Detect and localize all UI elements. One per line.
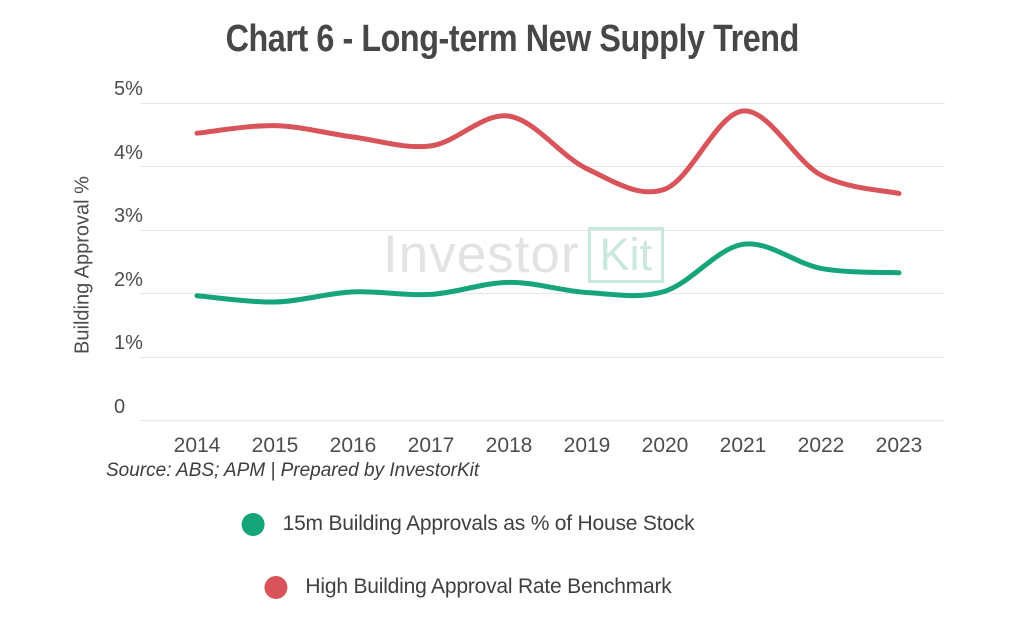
- gridline: [140, 420, 945, 422]
- y-tick-label: 4%: [114, 141, 143, 164]
- chart-title-text: Chart 6 - Long-term New Supply Trend: [225, 18, 799, 60]
- y-axis-title: Building Approval %: [71, 176, 94, 354]
- x-tick-label: 2021: [719, 434, 767, 457]
- investorkit-watermark: Investor Kit: [383, 225, 665, 284]
- gridline: [140, 102, 945, 104]
- y-tick-label: 0: [114, 395, 126, 418]
- legend-marker-green-icon: [241, 512, 265, 536]
- series-line-building-approvals: [194, 241, 902, 305]
- x-tick-label: 2015: [251, 434, 299, 457]
- gridline: [140, 229, 945, 231]
- x-tick-label: 2020: [641, 434, 689, 457]
- chart-title: Chart 6 - Long-term New Supply Trend: [0, 18, 1024, 61]
- legend-item-building-approvals: 15m Building Approvals as % of House Sto…: [241, 512, 695, 536]
- x-tick-label: 2014: [173, 434, 221, 457]
- y-tick-label: 2%: [114, 268, 143, 291]
- gridline: [140, 293, 945, 295]
- x-tick-label: 2016: [329, 434, 377, 457]
- x-tick-label: 2019: [563, 434, 611, 457]
- watermark-investor-text: Investor: [383, 225, 580, 284]
- x-tick-label: 2018: [485, 434, 533, 457]
- legend-label-benchmark: High Building Approval Rate Benchmark: [305, 575, 672, 598]
- y-tick-label: 5%: [114, 78, 143, 101]
- watermark-kit-badge: Kit: [587, 226, 665, 283]
- legend-marker-red-icon: [264, 575, 288, 599]
- gridline: [140, 356, 945, 358]
- x-tick-label: 2022: [797, 434, 845, 457]
- legend-item-benchmark: High Building Approval Rate Benchmark: [264, 575, 672, 599]
- x-tick-label: 2023: [875, 434, 923, 457]
- series-line-benchmark: [194, 108, 902, 196]
- y-tick-label: 1%: [114, 332, 143, 355]
- y-tick-label: 3%: [114, 205, 143, 228]
- legend-label-building-approvals: 15m Building Approvals as % of House Sto…: [282, 512, 695, 535]
- gridline: [140, 166, 945, 168]
- x-tick-label: 2017: [407, 434, 455, 457]
- source-note: Source: ABS; APM | Prepared by InvestorK…: [106, 460, 480, 481]
